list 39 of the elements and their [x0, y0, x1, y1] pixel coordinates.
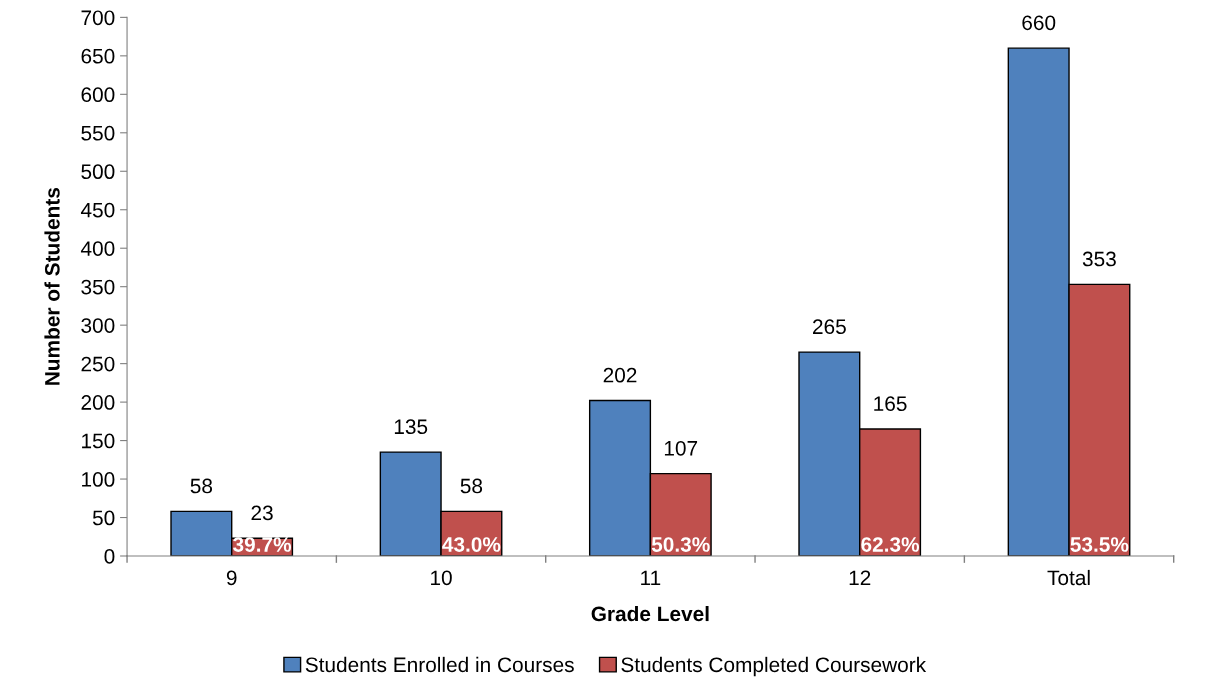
data-label: 165: [874, 396, 907, 412]
y-tick-label: 550: [81, 125, 115, 141]
y-tick-label: 400: [80, 241, 115, 256]
data-label: 265: [813, 319, 846, 335]
x-axis-title: Grade Level: [591, 605, 709, 622]
data-label: 353: [1082, 251, 1116, 267]
x-tick-label: 10: [431, 570, 452, 586]
annotation: 53.5%: [1070, 537, 1129, 552]
annotation: 50.3%: [651, 537, 710, 552]
annotation: 43.0%: [442, 537, 501, 552]
data-label: 135: [394, 419, 428, 435]
data-label: 58: [460, 478, 483, 494]
x-tick-label: 9: [226, 570, 237, 586]
y-tick-label: 0: [104, 549, 115, 564]
y-axis-title: Number of Students: [44, 188, 60, 385]
y-tick-label: 200: [81, 395, 115, 410]
x-tick-label: 12: [849, 570, 871, 585]
legend-label: Students Completed Coursework: [621, 656, 927, 677]
data-label: 660: [1022, 15, 1056, 31]
y-tick-label: 450: [80, 202, 115, 218]
y-tick-label: 650: [81, 48, 115, 64]
x-tick-label: Total: [1047, 569, 1090, 586]
y-tick-label: 700: [81, 10, 115, 26]
data-label: 202: [603, 367, 637, 383]
y-tick-label: 250: [81, 356, 115, 372]
data-label: 58: [190, 478, 213, 494]
data-label: 23: [251, 505, 273, 521]
annotation: 39.7%: [233, 537, 292, 552]
y-tick-label: 350: [81, 279, 115, 295]
y-tick-label: 150: [82, 433, 115, 449]
annotation: 62.3%: [861, 537, 920, 552]
y-tick-label: 100: [82, 472, 115, 487]
x-tick-label: 11: [641, 570, 661, 585]
y-tick-label: 300: [81, 318, 115, 333]
y-tick-label: 50: [92, 510, 115, 526]
y-tick-label: 600: [81, 87, 115, 103]
y-tick-label: 500: [81, 164, 115, 180]
legend-label: Students Enrolled in Courses: [305, 656, 574, 673]
data-label: 107: [664, 440, 698, 456]
